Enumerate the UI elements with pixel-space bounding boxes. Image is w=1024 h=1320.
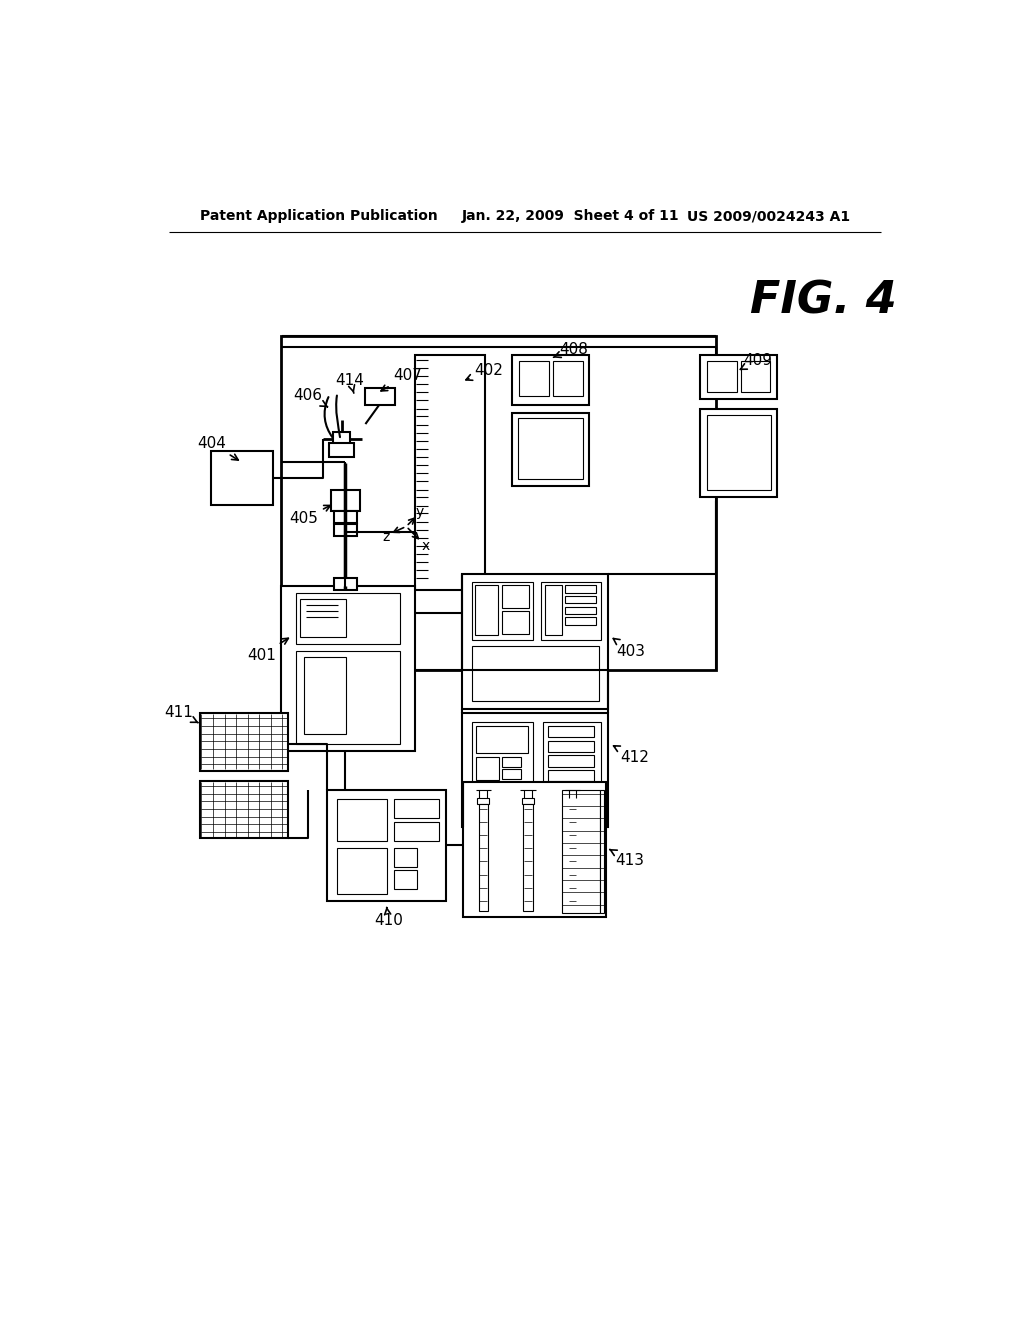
Bar	[548, 755, 594, 767]
Text: US 2009/0024243 A1: US 2009/0024243 A1	[687, 209, 851, 223]
Bar	[502, 585, 528, 609]
Bar	[475, 726, 528, 752]
Bar	[502, 770, 521, 779]
Bar	[337, 799, 387, 841]
Bar	[545, 585, 562, 635]
Text: 406: 406	[293, 388, 328, 407]
Bar	[394, 822, 438, 841]
Bar	[334, 578, 357, 590]
Bar	[366, 388, 394, 405]
Text: 404: 404	[197, 436, 239, 461]
Bar	[541, 582, 601, 640]
Bar	[518, 418, 584, 479]
Text: 413: 413	[609, 849, 644, 869]
Bar	[600, 789, 604, 913]
Text: Patent Application Publication: Patent Application Publication	[200, 209, 437, 223]
Bar	[565, 595, 596, 603]
Bar	[463, 781, 605, 917]
Text: 412: 412	[613, 746, 649, 766]
Bar	[708, 360, 736, 392]
Bar	[478, 804, 487, 911]
Bar	[331, 490, 360, 511]
Bar	[462, 574, 608, 709]
Text: 403: 403	[613, 639, 645, 659]
Bar	[211, 451, 273, 504]
Bar	[565, 607, 596, 614]
Text: 405: 405	[290, 506, 331, 527]
Text: 402: 402	[466, 363, 503, 380]
FancyArrowPatch shape	[336, 396, 340, 437]
Text: FIG. 4: FIG. 4	[751, 280, 897, 322]
Bar	[512, 355, 589, 405]
Bar	[565, 618, 596, 626]
Bar	[296, 651, 400, 743]
Text: 408: 408	[553, 342, 588, 358]
Bar	[472, 645, 599, 701]
Bar	[394, 847, 417, 867]
Text: 401: 401	[247, 639, 289, 663]
Bar	[543, 722, 601, 818]
Bar	[472, 582, 534, 640]
Bar	[296, 594, 400, 644]
Bar	[700, 355, 777, 400]
Bar	[462, 713, 608, 826]
Bar	[707, 414, 771, 490]
Bar	[502, 611, 528, 635]
Text: 407: 407	[381, 368, 422, 391]
Bar	[512, 412, 589, 486]
Bar	[333, 432, 350, 447]
Text: 410: 410	[374, 907, 403, 928]
Bar	[565, 585, 596, 593]
Bar	[475, 784, 528, 808]
Bar	[568, 804, 578, 911]
Bar	[566, 797, 579, 804]
Text: 414: 414	[336, 372, 365, 393]
Bar	[521, 797, 535, 804]
Bar	[548, 770, 594, 781]
Bar	[337, 847, 387, 894]
Bar	[394, 870, 417, 890]
Bar	[200, 780, 289, 838]
Bar	[741, 360, 770, 392]
Bar	[472, 722, 534, 818]
Bar	[548, 726, 594, 738]
Bar	[334, 511, 357, 523]
Bar	[330, 444, 354, 457]
Bar	[475, 585, 498, 635]
Bar	[416, 355, 484, 590]
Bar	[502, 756, 521, 767]
Bar	[548, 741, 594, 752]
Bar	[562, 789, 600, 913]
Bar	[304, 657, 346, 734]
Bar	[334, 524, 357, 536]
Text: z: z	[383, 531, 390, 544]
Bar	[519, 360, 549, 396]
Bar	[700, 409, 777, 498]
FancyArrowPatch shape	[325, 397, 333, 437]
Text: 411: 411	[164, 705, 198, 723]
Bar	[475, 756, 499, 780]
Bar	[281, 586, 416, 751]
Bar	[523, 804, 532, 911]
Bar	[281, 335, 716, 671]
Text: x: x	[421, 539, 430, 553]
Bar	[200, 713, 289, 771]
Bar	[553, 360, 583, 396]
Bar	[327, 789, 446, 902]
Bar	[477, 797, 489, 804]
Text: Jan. 22, 2009  Sheet 4 of 11: Jan. 22, 2009 Sheet 4 of 11	[462, 209, 679, 223]
Bar	[300, 599, 346, 638]
Bar	[548, 784, 594, 812]
Text: 409: 409	[740, 352, 773, 370]
Text: y: y	[416, 504, 424, 519]
Bar	[394, 799, 438, 818]
